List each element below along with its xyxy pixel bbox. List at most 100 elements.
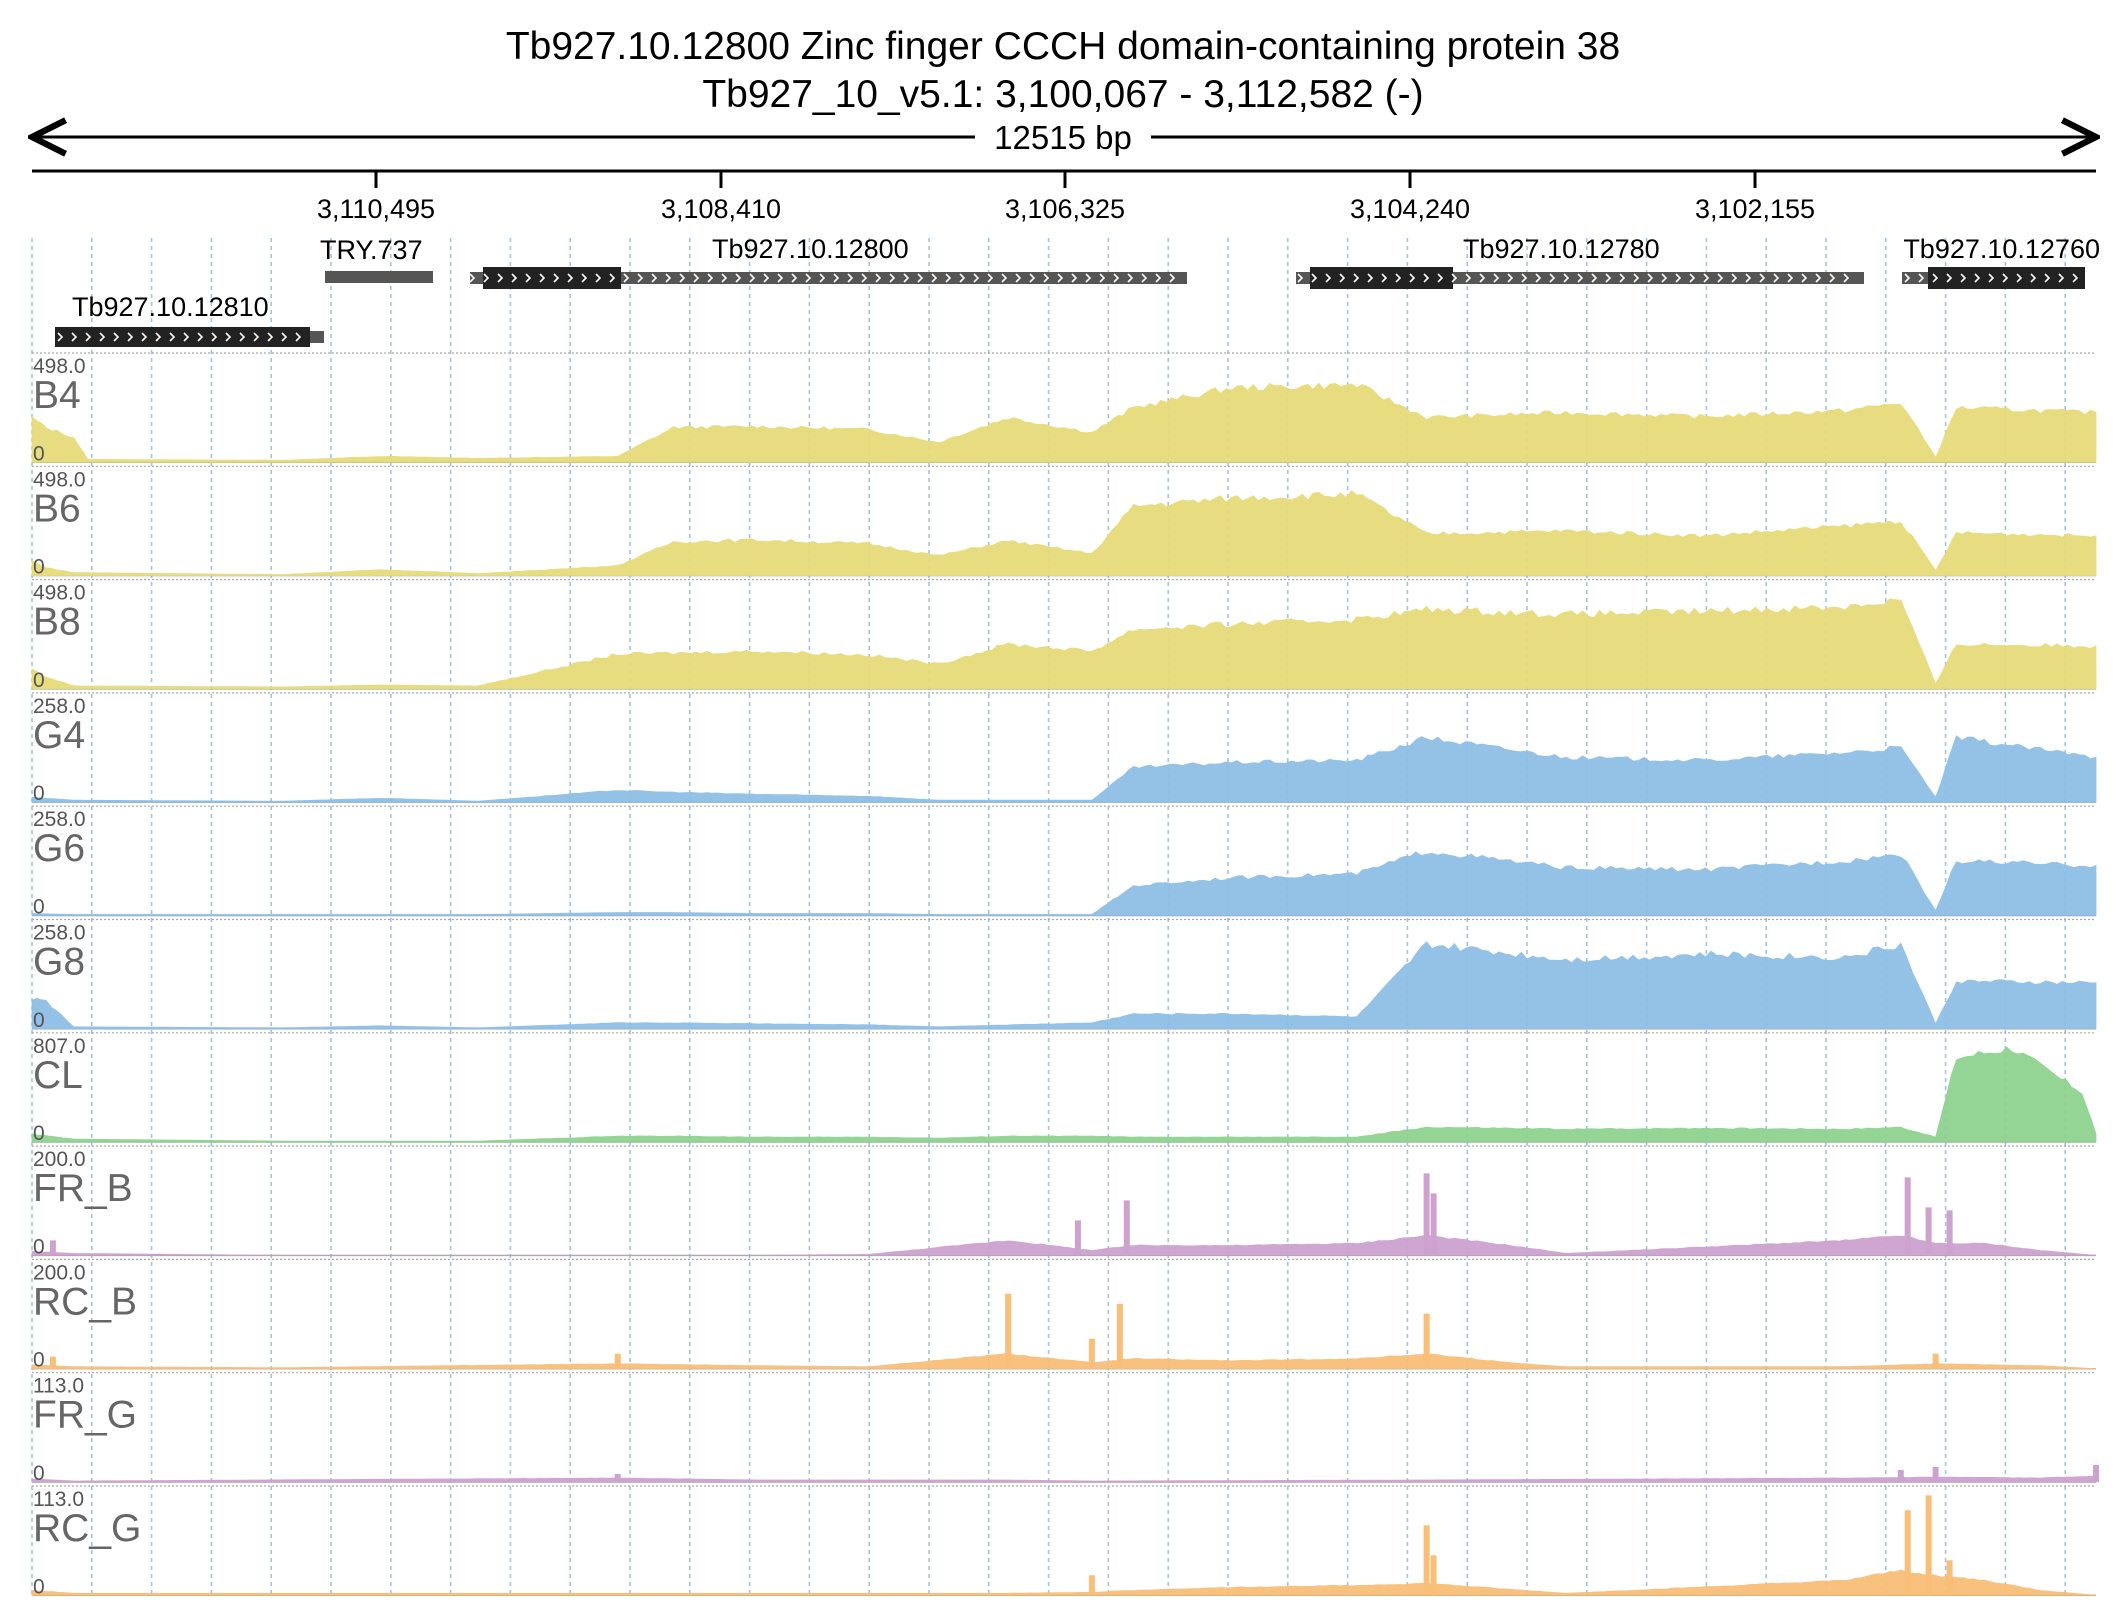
- gene-annotation-track: Tb927.10.12810 TRY.737 Tb927.10.12800 Tb…: [55, 234, 2100, 347]
- gene-utr: [470, 272, 1187, 284]
- coverage-area: [31, 598, 2097, 690]
- track-rc-g: 113.0 0 RC_G: [31, 1485, 2097, 1598]
- coverage-area: [31, 1569, 2097, 1596]
- track-name-label: G4: [33, 714, 85, 757]
- gene-label: Tb927.10.12760: [1903, 234, 2100, 264]
- coverage-spike: [1946, 1210, 1953, 1256]
- track-min-label: 0: [33, 442, 45, 465]
- track-g4: 258.0 0 G4: [31, 692, 2097, 805]
- coverage-spike: [1897, 1470, 1904, 1482]
- coverage-area: [31, 1046, 2097, 1143]
- track-max-label: 258.0: [33, 695, 86, 718]
- coverage-spike: [1430, 1193, 1437, 1256]
- coverage-spike: [1074, 1220, 1081, 1256]
- coverage-spike: [1925, 1495, 1932, 1596]
- track-name-label: RC_G: [33, 1507, 141, 1550]
- gene-body: [55, 327, 310, 347]
- track-max-label: 807.0: [33, 1035, 86, 1058]
- track-name-label: FR_G: [33, 1394, 137, 1437]
- track-fr-b: 200.0 0 FR_B: [31, 1145, 2097, 1258]
- ruler-tick-label: 3,106,325: [1005, 194, 1125, 224]
- coverage-spike: [1932, 1467, 1939, 1482]
- coverage-spike: [1088, 1338, 1095, 1369]
- track-name-label: CL: [33, 1054, 83, 1097]
- track-max-label: 200.0: [33, 1261, 86, 1284]
- coverage-area: [31, 1352, 2097, 1370]
- coverage-spike: [1423, 1525, 1430, 1596]
- coverage-spike: [1123, 1200, 1130, 1256]
- coverage-spike: [49, 1240, 56, 1256]
- track-b6: 498.0 0 B6: [31, 465, 2097, 579]
- coverage-spike: [1423, 1313, 1430, 1369]
- span-label: 12515 bp: [994, 119, 1132, 156]
- track-max-label: 258.0: [33, 808, 86, 831]
- gene-tb927-10-12810[interactable]: Tb927.10.12810: [55, 292, 324, 347]
- track-max-label: 200.0: [33, 1148, 86, 1171]
- track-min-label: 0: [33, 782, 45, 805]
- ruler-tick-label: 3,108,410: [661, 194, 781, 224]
- track-name-label: G8: [33, 941, 85, 984]
- coverage-spike: [1904, 1510, 1911, 1596]
- track-g8: 258.0 0 G8: [31, 918, 2097, 1032]
- track-rc-b: 200.0 0 RC_B: [31, 1258, 2097, 1372]
- track-min-label: 0: [33, 1122, 45, 1145]
- gene-try-737[interactable]: TRY.737: [320, 235, 433, 283]
- track-max-label: 498.0: [33, 355, 86, 378]
- track-min-label: 0: [33, 556, 45, 579]
- track-fr-g: 113.0 0 FR_G: [31, 1372, 2099, 1485]
- coverage-spike: [1946, 1560, 1953, 1596]
- gene-tb927-10-12760[interactable]: Tb927.10.12760: [1902, 234, 2100, 289]
- coverage-spike: [1088, 1575, 1095, 1596]
- coverage-area: [31, 1475, 2097, 1483]
- gene-label: TRY.737: [320, 235, 423, 265]
- gene-cds: [1310, 267, 1453, 289]
- track-min-label: 0: [33, 1462, 45, 1485]
- track-name-label: B4: [33, 374, 81, 417]
- gene-cds: [483, 267, 621, 289]
- coverage-spike: [1430, 1555, 1437, 1596]
- track-max-label: 113.0: [33, 1375, 84, 1398]
- coverage-spike: [2093, 1465, 2099, 1482]
- gene-label: Tb927.10.12800: [712, 234, 909, 264]
- chart-subtitle: Tb927_10_v5.1: 3,100,067 - 3,112,582 (-): [702, 73, 1423, 116]
- gene-utr: [310, 331, 324, 343]
- gene-label: Tb927.10.12780: [1463, 234, 1660, 264]
- coverage-spike: [614, 1474, 621, 1482]
- track-name-label: B6: [33, 487, 81, 530]
- grid-lines: [31, 238, 2066, 1598]
- track-max-label: 258.0: [33, 922, 86, 945]
- coverage-spike: [614, 1353, 621, 1369]
- coverage-spike: [1116, 1303, 1123, 1369]
- ruler-ticks: 3,110,495 3,108,410 3,106,325 3,104,240 3,10…: [317, 171, 1815, 224]
- gene-label: Tb927.10.12810: [72, 292, 269, 322]
- track-b4: 498.0 0 B4: [31, 352, 2097, 465]
- ruler-tick-label: 3,110,495: [317, 194, 435, 224]
- track-min-label: 0: [33, 1009, 45, 1032]
- coverage-area: [31, 382, 2097, 463]
- gene-tb927-10-12800[interactable]: Tb927.10.12800: [469, 234, 1187, 289]
- gene-tb927-10-12780[interactable]: Tb927.10.12780: [1296, 234, 1864, 289]
- track-min-label: 0: [33, 1235, 45, 1258]
- ruler-tick-label: 3,104,240: [1350, 194, 1470, 224]
- gene-body: [325, 271, 433, 283]
- track-min-label: 0: [33, 1349, 45, 1372]
- track-b8: 498.0 0 B8: [31, 578, 2097, 692]
- ruler-tick-label: 3,102,155: [1695, 194, 1815, 224]
- coverage-area: [31, 1235, 2097, 1256]
- track-max-label: 113.0: [33, 1488, 84, 1511]
- track-min-label: 0: [33, 669, 45, 692]
- coverage-spike: [1925, 1207, 1932, 1256]
- track-g6: 258.0 0 G6: [31, 805, 2097, 919]
- track-name-label: RC_B: [33, 1280, 137, 1323]
- track-min-label: 0: [33, 896, 45, 919]
- coverage-area: [31, 941, 2097, 1030]
- coverage-spike: [49, 1356, 56, 1369]
- coverage-spike: [1932, 1353, 1939, 1369]
- coverage-tracks: 498.00B4498.00B6498.00B8258.00G4258.00G6…: [31, 352, 2099, 1598]
- coverage-area: [31, 851, 2097, 916]
- chart-title: Tb927.10.12800 Zinc finger CCCH domain-c…: [506, 25, 1620, 68]
- coverage-spike: [1423, 1173, 1430, 1256]
- coverage-spike: [1904, 1177, 1911, 1256]
- coverage-area: [31, 490, 2097, 576]
